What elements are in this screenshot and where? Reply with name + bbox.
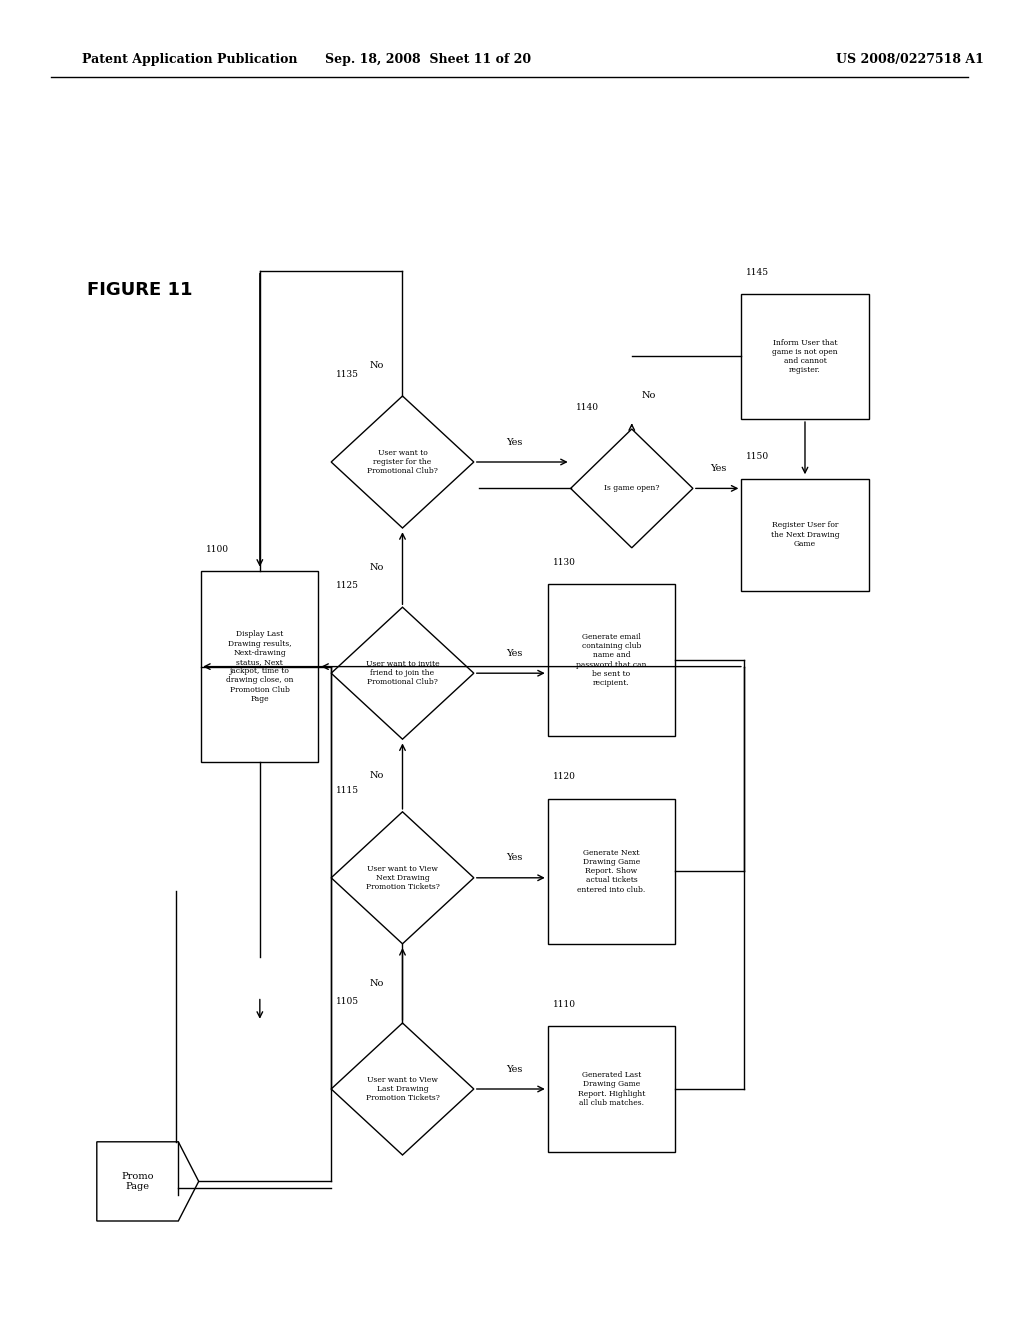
Text: 1115: 1115	[336, 785, 359, 795]
Text: Sep. 18, 2008  Sheet 11 of 20: Sep. 18, 2008 Sheet 11 of 20	[325, 53, 531, 66]
Text: Generate Next
Drawing Game
Report. Show
actual tickets
entered into club.: Generate Next Drawing Game Report. Show …	[578, 849, 645, 894]
Text: Patent Application Publication: Patent Application Publication	[82, 53, 297, 66]
Text: 1130: 1130	[553, 558, 575, 568]
Polygon shape	[331, 1023, 474, 1155]
Polygon shape	[97, 1142, 199, 1221]
Text: Register User for
the Next Drawing
Game: Register User for the Next Drawing Game	[771, 521, 840, 548]
Text: Generated Last
Drawing Game
Report. Highlight
all club matches.: Generated Last Drawing Game Report. High…	[578, 1072, 645, 1106]
Text: User want to View
Next Drawing
Promotion Tickets?: User want to View Next Drawing Promotion…	[366, 865, 439, 891]
Text: Yes: Yes	[507, 649, 523, 657]
Text: 1105: 1105	[336, 997, 359, 1006]
Text: 1100: 1100	[207, 545, 229, 554]
Text: No: No	[370, 771, 384, 780]
Polygon shape	[331, 812, 474, 944]
Text: US 2008/0227518 A1: US 2008/0227518 A1	[836, 53, 983, 66]
Polygon shape	[331, 396, 474, 528]
Text: 1135: 1135	[336, 370, 359, 379]
FancyBboxPatch shape	[741, 294, 868, 420]
Text: Yes: Yes	[507, 854, 523, 862]
Text: Promo
Page: Promo Page	[121, 1172, 154, 1191]
Text: 1125: 1125	[336, 581, 359, 590]
Text: 1120: 1120	[553, 772, 575, 781]
FancyBboxPatch shape	[548, 1027, 675, 1151]
Text: 1145: 1145	[746, 268, 769, 277]
FancyBboxPatch shape	[741, 479, 868, 591]
Text: Yes: Yes	[711, 465, 727, 473]
Text: User want to View
Last Drawing
Promotion Tickets?: User want to View Last Drawing Promotion…	[366, 1076, 439, 1102]
Polygon shape	[331, 607, 474, 739]
Text: Display Last
Drawing results,
Next-drawing
status, Next
jackpot, time to
drawing: Display Last Drawing results, Next-drawi…	[226, 631, 294, 702]
Text: Generate email
containing club
name and
password that can
be sent to
recipient.: Generate email containing club name and …	[577, 634, 646, 686]
FancyBboxPatch shape	[548, 799, 675, 944]
Text: 1110: 1110	[553, 1001, 575, 1010]
Text: FIGURE 11: FIGURE 11	[87, 281, 193, 300]
FancyBboxPatch shape	[548, 583, 675, 737]
Text: No: No	[370, 979, 384, 987]
Polygon shape	[570, 429, 693, 548]
Text: Yes: Yes	[507, 1065, 523, 1073]
Text: User want to
register for the
Promotional Club?: User want to register for the Promotiona…	[367, 449, 438, 475]
Text: Yes: Yes	[507, 438, 523, 446]
Text: No: No	[642, 392, 656, 400]
Text: Inform User that
game is not open
and cannot
register.: Inform User that game is not open and ca…	[772, 339, 838, 374]
Text: No: No	[370, 564, 384, 572]
Text: 1140: 1140	[575, 403, 599, 412]
Text: Is game open?: Is game open?	[604, 484, 659, 492]
Text: User want to invite
friend to join the
Promotional Club?: User want to invite friend to join the P…	[366, 660, 439, 686]
FancyBboxPatch shape	[202, 570, 318, 763]
Text: No: No	[370, 360, 384, 370]
Text: 1150: 1150	[746, 453, 769, 462]
